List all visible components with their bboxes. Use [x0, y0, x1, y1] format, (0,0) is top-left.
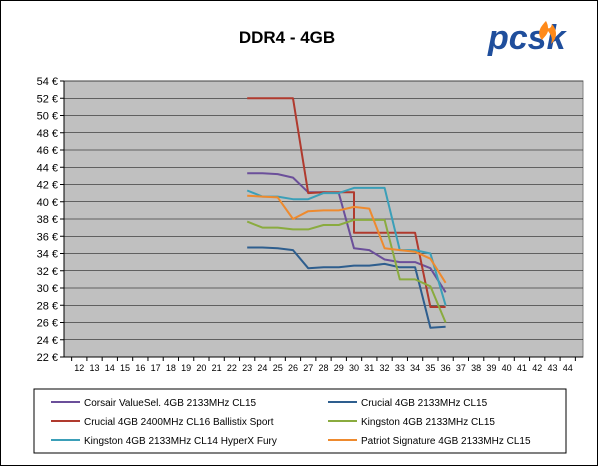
y-tick-label: 24 € — [37, 335, 58, 347]
x-tick-label: 16 — [135, 363, 145, 373]
series-line-2 — [247, 246, 446, 329]
x-tick-label: 28 — [318, 363, 328, 373]
legend-label: Crucial 4GB 2133MHz CL15 — [361, 398, 488, 409]
x-tick-label: 23 — [242, 363, 252, 373]
y-tick-label: 34 € — [37, 249, 58, 261]
y-tick-label: 28 € — [37, 300, 58, 312]
x-tick-label: 21 — [212, 363, 222, 373]
x-tick-label: 25 — [273, 363, 283, 373]
x-tick-label: 14 — [105, 363, 115, 373]
y-tick-label: 50 € — [37, 111, 58, 123]
x-tick-label: 31 — [364, 363, 374, 373]
legend-label: Patriot Signature 4GB 2133MHz CL15 — [361, 436, 531, 447]
x-tick-label: 33 — [395, 363, 405, 373]
x-tick-label: 15 — [120, 363, 130, 373]
y-tick-label: 40 € — [37, 197, 58, 209]
y-tick-label: 30 € — [37, 283, 58, 295]
x-tick-label: 19 — [181, 363, 191, 373]
x-tick-label: 24 — [257, 363, 267, 373]
legend-label: Crucial 4GB 2400MHz CL16 Ballistix Sport — [84, 417, 274, 428]
x-tick-label: 36 — [441, 363, 451, 373]
x-tick-label: 29 — [334, 363, 344, 373]
x-tick-label: 27 — [303, 363, 313, 373]
y-tick-label: 26 € — [37, 318, 58, 330]
series-line-1 — [247, 172, 447, 293]
chart-title: DDR4 - 4GB — [239, 28, 335, 47]
legend-label: Kingston 4GB 2133MHz CL14 HyperX Fury — [84, 436, 277, 447]
series-line-5 — [246, 186, 447, 306]
pcsk-logo: pcsk — [487, 19, 568, 57]
gridlines — [64, 80, 583, 341]
y-tick-label: 46 € — [37, 145, 58, 157]
y-tick-label: 54 € — [37, 76, 58, 88]
logo-text: pcsk — [487, 19, 568, 57]
x-axis: 12 13 14 15 16 17 18 19 20 21 22 23 24 25 26 27 28 29 30 31… — [64, 356, 583, 373]
x-tick-label: 43 — [547, 363, 557, 373]
x-tick-label: 41 — [517, 363, 527, 373]
x-tick-label: 12 — [74, 363, 84, 373]
x-tick-label: 37 — [456, 363, 466, 373]
y-tick-label: 22 € — [37, 352, 58, 364]
x-tick-label: 26 — [288, 363, 298, 373]
x-tick-label: 44 — [563, 363, 573, 373]
y-axis: 22 € 24 € 26 € 28 € 30 € 32 € 34 € 36 € 38 € 40 €… — [37, 76, 65, 364]
x-tick-label: 35 — [425, 363, 435, 373]
x-tick-label: 38 — [471, 363, 481, 373]
x-tick-label: 17 — [151, 363, 161, 373]
flame-icon — [539, 21, 557, 44]
legend-label: Corsair ValueSel. 4GB 2133MHz CL15 — [84, 398, 257, 409]
series-line-6 — [247, 194, 447, 284]
y-tick-label: 48 € — [37, 128, 58, 140]
y-tick-label: 32 € — [37, 266, 58, 278]
x-tick-label: 22 — [227, 363, 237, 373]
x-tick-label: 20 — [196, 363, 206, 373]
series-lines — [246, 97, 447, 329]
legend — [33, 388, 567, 454]
y-tick-label: 44 € — [37, 162, 58, 174]
legend-label: Kingston 4GB 2133MHz CL15 — [361, 417, 495, 428]
x-tick-label: 32 — [380, 363, 390, 373]
y-tick-label: 36 € — [37, 231, 58, 243]
series-line-4 — [246, 218, 447, 323]
x-tick-label: 40 — [502, 363, 512, 373]
series-line-3 — [247, 97, 446, 308]
y-tick-label: 52 € — [37, 93, 58, 105]
x-tick-label: 42 — [532, 363, 542, 373]
x-tick-label: 30 — [349, 363, 359, 373]
y-tick-label: 42 € — [37, 180, 58, 192]
x-tick-label: 18 — [166, 363, 176, 373]
x-tick-label: 39 — [486, 363, 496, 373]
legend-items: Corsair ValueSel. 4GB 2133MHz CL15 Crucia… — [51, 398, 531, 447]
y-tick-label: 38 € — [37, 214, 58, 226]
x-tick-label: 13 — [90, 363, 100, 373]
x-tick-label: 34 — [410, 363, 420, 373]
